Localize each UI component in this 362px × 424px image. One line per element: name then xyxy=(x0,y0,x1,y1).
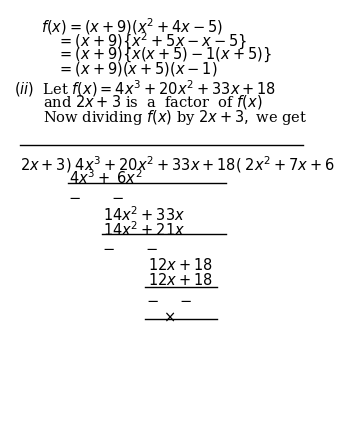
Text: $= (x + 9) (x + 5) (x - 1)$: $= (x + 9) (x + 5) (x - 1)$ xyxy=(57,60,218,78)
Text: $-\qquad -$: $-\qquad -$ xyxy=(101,241,158,255)
Text: Now dividing $\it{f}$$(x)$ by $2x + 3,$ we get: Now dividing $\it{f}$$(x)$ by $2x + 3,$ … xyxy=(43,109,307,127)
Text: $(ii)$  Let $\it{f}$$(x) = 4x^3 + 20x^2 + 33x + 18$: $(ii)$ Let $\it{f}$$(x) = 4x^3 + 20x^2 +… xyxy=(14,78,276,99)
Text: $\times$: $\times$ xyxy=(163,311,176,325)
Text: $= (x + 9) \{x(x + 5) - 1(x + 5)\}$: $= (x + 9) \{x(x + 5) - 1(x + 5)\}$ xyxy=(57,46,272,64)
Text: $2x + 3)\; 4x^3 + 20x^2 + 33x + 18(\; 2x^2 + 7x + 6$: $2x + 3)\; 4x^3 + 20x^2 + 33x + 18(\; 2x… xyxy=(20,154,335,175)
Text: $4x^3 + \;6x^2$: $4x^3 + \;6x^2$ xyxy=(69,169,143,187)
Text: $\it{f}$$(x) = (x + 9) (x^2 + 4x - 5)$: $\it{f}$$(x) = (x + 9) (x^2 + 4x - 5)$ xyxy=(41,16,224,37)
Text: and $2x + 3$ is  a  factor  of $\it{f}$$(x)$: and $2x + 3$ is a factor of $\it{f}$$(x)… xyxy=(43,93,262,111)
Text: $12x + 18$: $12x + 18$ xyxy=(148,257,212,273)
Text: $14x^2 + 21x$: $14x^2 + 21x$ xyxy=(103,220,185,239)
Text: $-\qquad -$: $-\qquad -$ xyxy=(68,190,124,204)
Text: $12x + 18$: $12x + 18$ xyxy=(148,272,212,288)
Text: $= (x + 9) \{x^2 + 5x - x - 5\}$: $= (x + 9) \{x^2 + 5x - x - 5\}$ xyxy=(57,31,247,52)
Text: $-\quad\; -$: $-\quad\; -$ xyxy=(146,293,192,307)
Text: $14x^2 + 33x$: $14x^2 + 33x$ xyxy=(103,206,185,224)
